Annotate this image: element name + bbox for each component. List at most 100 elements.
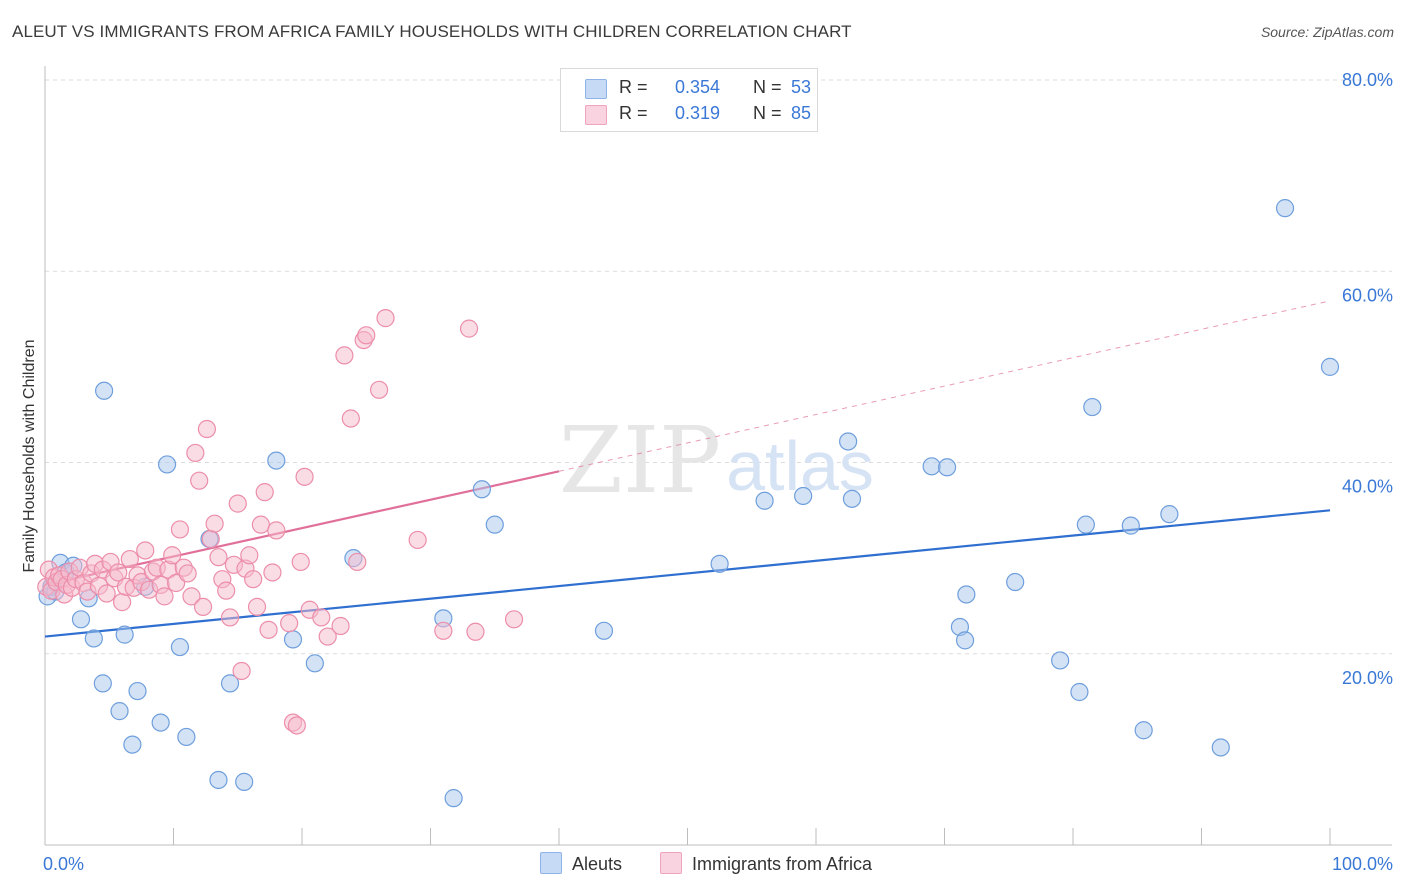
aleut-point [594, 621, 614, 640]
africa-point [190, 471, 209, 490]
aleut-point [472, 480, 491, 499]
aleut-point [794, 486, 813, 506]
data-points [37, 199, 1340, 808]
aleut-point [1160, 505, 1179, 524]
aleut-point [123, 735, 142, 754]
x-tick-label: 0.0% [43, 854, 84, 874]
aleut-point [1134, 721, 1153, 740]
africa-point [318, 627, 337, 646]
bottom-legend-label-aleuts: Aleuts [572, 854, 623, 874]
africa-trend-line-extension [558, 300, 1331, 472]
aleut-point [220, 674, 240, 693]
aleut-point [1275, 199, 1295, 218]
legend-r-value: 0.354 [675, 77, 721, 97]
africa-point [251, 515, 270, 534]
aleut-point [485, 515, 504, 534]
africa-point [163, 546, 182, 565]
stats-legend: R = 0.354 N = 53 R = 0.319 N = 85 [560, 68, 818, 132]
aleut-point [1006, 572, 1025, 592]
chart-title: ALEUT VS IMMIGRANTS FROM AFRICA FAMILY H… [12, 22, 852, 41]
africa-point [259, 620, 278, 639]
y-tick-label: 40.0% [1342, 477, 1393, 497]
aleut-point [937, 458, 957, 477]
africa-point [240, 546, 259, 565]
africa-point [155, 587, 174, 606]
africa-point [197, 419, 217, 439]
aleut-point [1121, 516, 1140, 535]
aleut-point [110, 702, 129, 721]
aleut-point [1070, 682, 1089, 702]
aleut-point [95, 381, 114, 400]
aleut-point [209, 770, 228, 790]
aleut-point [170, 637, 190, 657]
africa-point [205, 514, 224, 533]
africa-point [335, 346, 354, 365]
africa-point [247, 597, 267, 616]
aleut-point [71, 610, 91, 629]
africa-point [376, 309, 395, 328]
aleut-point [157, 455, 177, 474]
y-tick-label: 60.0% [1342, 285, 1393, 305]
africa-point [287, 716, 306, 735]
aleut-point [1076, 515, 1095, 534]
africa-point [209, 548, 228, 567]
aleut-point [115, 625, 134, 644]
africa-point [232, 661, 251, 681]
aleut-point [955, 631, 975, 650]
africa-point [170, 520, 190, 539]
africa-point [357, 326, 376, 345]
africa-point [459, 319, 479, 338]
x-tick-label: 100.0% [1332, 854, 1393, 874]
africa-point [178, 564, 197, 583]
africa-point [331, 616, 350, 636]
africa-point [263, 563, 282, 582]
africa-point [136, 541, 155, 560]
aleut-point [305, 654, 324, 673]
legend-n-value: 53 [791, 77, 812, 97]
aleut-point [1051, 651, 1070, 670]
bottom-legend-swatch-africa [660, 852, 682, 874]
aleut-point [267, 451, 286, 470]
y-tick-label: 80.0% [1342, 70, 1393, 90]
africa-point [295, 467, 314, 486]
tick-labels: 20.0% 40.0% 60.0% 80.0% 0.0% 100.0% [43, 70, 1393, 874]
aleut-point [922, 457, 941, 476]
aleut-point [177, 727, 196, 747]
legend-swatch-africa [585, 105, 607, 125]
africa-point [312, 608, 331, 627]
aleut-point [93, 674, 112, 693]
africa-point [267, 521, 286, 540]
aleut-point [842, 489, 862, 508]
africa-point [201, 529, 220, 549]
africa-point [370, 380, 389, 399]
watermark: ZIP atlas [559, 407, 874, 514]
africa-point [120, 549, 139, 569]
aleut-point [151, 713, 170, 732]
africa-point [193, 597, 213, 616]
aleut-point [839, 432, 858, 451]
aleut-point [283, 630, 303, 649]
africa-point [97, 584, 116, 603]
legend-r-value: 0.319 [675, 103, 721, 123]
aleut-point [710, 554, 729, 573]
africa-point [228, 494, 247, 513]
aleut-point [1320, 357, 1340, 376]
aleut-point [84, 629, 103, 648]
africa-point [244, 570, 263, 589]
aleut-point [235, 772, 254, 791]
africa-point [466, 622, 485, 641]
africa-point [217, 581, 236, 600]
aleut-point [128, 681, 147, 701]
aleut-point [1211, 738, 1230, 757]
aleut-point [444, 789, 463, 808]
bottom-legend-aleuts: Aleuts [540, 852, 622, 875]
aleut-point [755, 491, 774, 510]
legend-n-value: 85 [791, 103, 812, 123]
legend-r-label: R = [619, 77, 648, 97]
bottom-legend-label-africa: Immigrants from Africa [692, 854, 873, 874]
watermark-zip: ZIP [559, 407, 721, 514]
africa-point [408, 530, 427, 550]
africa-point [112, 593, 132, 612]
y-axis-label: Family Households with Children [21, 339, 38, 573]
